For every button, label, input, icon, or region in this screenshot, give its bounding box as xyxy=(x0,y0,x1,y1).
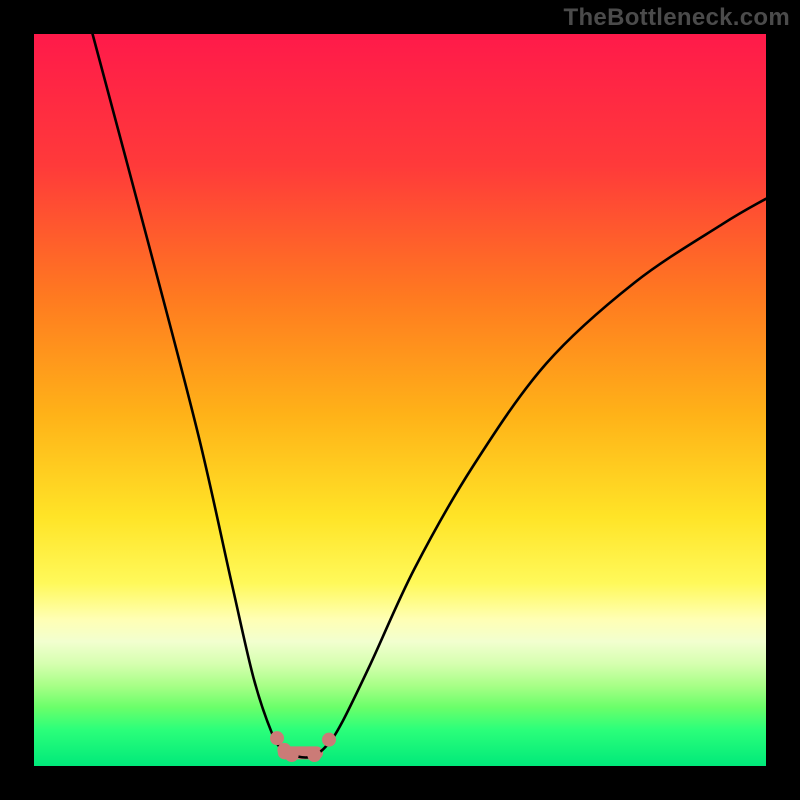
valley-marker xyxy=(322,733,336,747)
valley-marker xyxy=(307,748,321,762)
watermark-text: TheBottleneck.com xyxy=(564,4,790,32)
valley-marker xyxy=(285,748,299,762)
chart-svg xyxy=(0,0,800,800)
plot-background xyxy=(34,34,766,766)
valley-marker xyxy=(270,731,284,745)
chart-container: TheBottleneck.com xyxy=(0,0,800,800)
